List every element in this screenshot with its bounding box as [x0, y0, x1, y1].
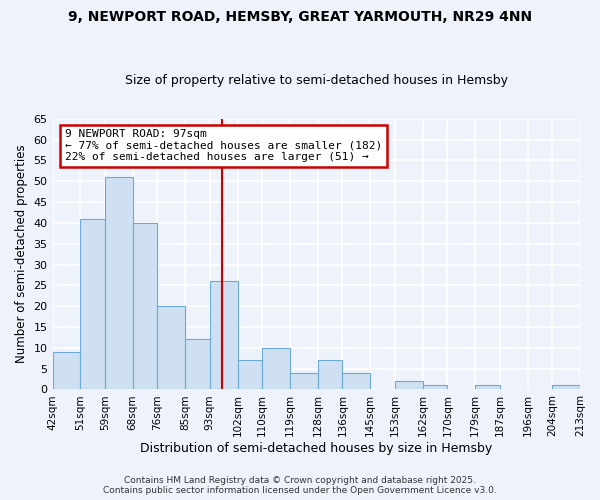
Bar: [238, 360, 262, 390]
Bar: [552, 386, 580, 390]
Bar: [262, 348, 290, 390]
Text: 9 NEWPORT ROAD: 97sqm
← 77% of semi-detached houses are smaller (182)
22% of sem: 9 NEWPORT ROAD: 97sqm ← 77% of semi-deta…: [65, 129, 382, 162]
Bar: [210, 281, 238, 390]
Bar: [185, 340, 210, 390]
Bar: [80, 218, 105, 390]
Bar: [157, 306, 185, 390]
Bar: [475, 386, 500, 390]
Title: Size of property relative to semi-detached houses in Hemsby: Size of property relative to semi-detach…: [125, 74, 508, 87]
Bar: [318, 360, 343, 390]
Bar: [133, 223, 157, 390]
Text: Contains HM Land Registry data © Crown copyright and database right 2025.
Contai: Contains HM Land Registry data © Crown c…: [103, 476, 497, 495]
Bar: [422, 386, 448, 390]
X-axis label: Distribution of semi-detached houses by size in Hemsby: Distribution of semi-detached houses by …: [140, 442, 493, 455]
Text: 9, NEWPORT ROAD, HEMSBY, GREAT YARMOUTH, NR29 4NN: 9, NEWPORT ROAD, HEMSBY, GREAT YARMOUTH,…: [68, 10, 532, 24]
Bar: [105, 177, 133, 390]
Bar: [53, 352, 80, 390]
Bar: [343, 373, 370, 390]
Y-axis label: Number of semi-detached properties: Number of semi-detached properties: [15, 145, 28, 364]
Bar: [290, 373, 318, 390]
Bar: [395, 381, 422, 390]
